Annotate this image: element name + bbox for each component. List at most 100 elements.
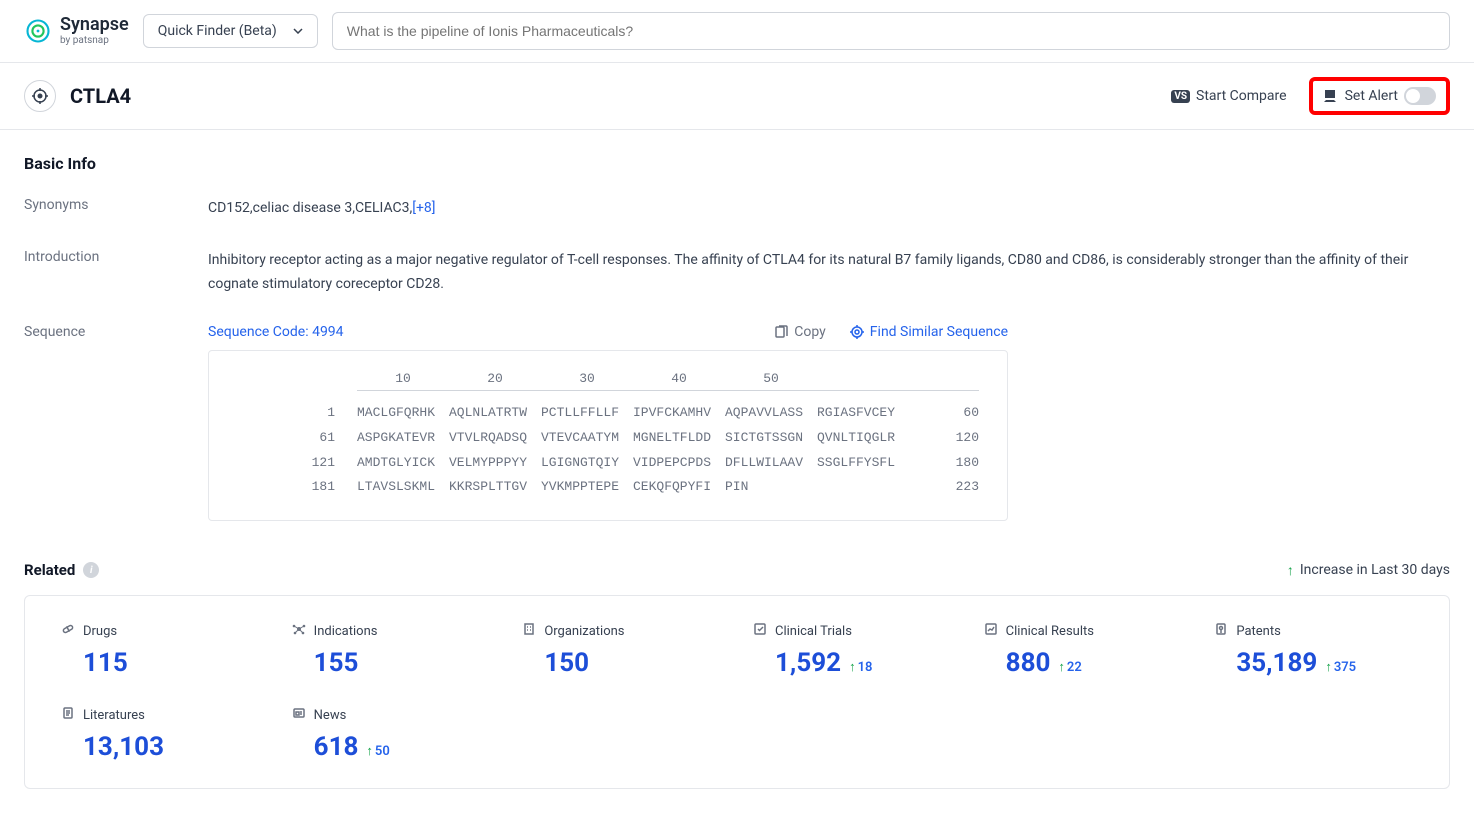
ruler-tick: 10: [357, 371, 449, 386]
up-arrow-icon: ↑: [1325, 659, 1332, 675]
stat-head: News: [292, 706, 491, 724]
start-compare-button[interactable]: VS Start Compare: [1171, 88, 1286, 104]
stat-head: Drugs: [61, 622, 260, 640]
seq-block: VTEVCAATYM: [541, 426, 633, 451]
synapse-logo-icon: [24, 17, 52, 45]
seq-block: YVKMPPTEPE: [541, 475, 633, 500]
find-similar-button[interactable]: Find Similar Sequence: [850, 324, 1008, 340]
synonyms-label: Synonyms: [24, 197, 208, 221]
ruler-tick: 20: [449, 371, 541, 386]
stat-delta: ↑ 375: [1325, 659, 1356, 675]
stat-head: Indications: [292, 622, 491, 640]
stat-label: Clinical Results: [1006, 624, 1094, 639]
stat-label: Clinical Trials: [775, 624, 852, 639]
quick-finder-dropdown[interactable]: Quick Finder (Beta): [143, 14, 318, 48]
news-icon: [292, 706, 306, 724]
up-arrow-icon: ↑: [849, 659, 856, 675]
sequence-label: Sequence: [24, 324, 208, 521]
stat-label: Indications: [314, 624, 378, 639]
stat-body: 13,103: [61, 732, 260, 762]
seq-block: KKRSPLTTGV: [449, 475, 541, 500]
stat-delta: ↑ 18: [849, 659, 872, 675]
stat-value: 618: [314, 732, 359, 762]
stat-organizations[interactable]: Organizations 150: [506, 622, 737, 678]
vs-icon: VS: [1171, 90, 1190, 103]
stat-body: 150: [522, 648, 721, 678]
delta-value: 18: [858, 660, 873, 675]
ruler-tick: 30: [541, 371, 633, 386]
seq-start: 121: [237, 451, 357, 476]
ruler-tick: 50: [725, 371, 817, 386]
indications-icon: [292, 622, 306, 640]
stat-value: 880: [1006, 648, 1051, 678]
stat-head: Clinical Results: [984, 622, 1183, 640]
ruler-tick: 40: [633, 371, 725, 386]
alert-icon: [1323, 88, 1339, 104]
seq-blocks: ASPGKATEVRVTVLRQADSQVTEVCAATYMMGNELTFLDD…: [357, 426, 929, 451]
stat-body: 618↑ 50: [292, 732, 491, 762]
delta-value: 22: [1067, 660, 1082, 675]
increase-label: Increase in Last 30 days: [1300, 562, 1450, 578]
stat-value: 115: [83, 648, 128, 678]
seq-block: AQPAVVLASS: [725, 401, 817, 426]
seq-start: 181: [237, 475, 357, 500]
seq-block: QVNLTIQGLR: [817, 426, 909, 451]
seq-block: VELMYPPPYY: [449, 451, 541, 476]
seq-block: IPVFCKAMHV: [633, 401, 725, 426]
seq-block: PCTLLFFLLF: [541, 401, 633, 426]
stat-clinical-trials[interactable]: Clinical Trials1,592↑ 18: [737, 622, 968, 678]
seq-block: VIDPEPCPDS: [633, 451, 725, 476]
seq-block: AQLNLATRTW: [449, 401, 541, 426]
copy-button[interactable]: Copy: [774, 324, 826, 340]
seq-block: MACLGFQRHK: [357, 401, 449, 426]
intro-text: Inhibitory receptor acting as a major ne…: [208, 249, 1450, 297]
stats-card: Drugs 115 Indications 155 Organizations 150 Cl…: [24, 595, 1450, 789]
synonyms-more-link[interactable]: [+8]: [412, 200, 435, 216]
stat-value: 155: [314, 648, 359, 678]
stat-indications[interactable]: Indications 155: [276, 622, 507, 678]
stat-patents[interactable]: Patents 35,189 ↑ 375: [1198, 622, 1429, 678]
seq-block: LTAVSLSKML: [357, 475, 449, 500]
find-label: Find Similar Sequence: [870, 324, 1008, 340]
set-alert-button[interactable]: Set Alert: [1323, 87, 1436, 105]
sequence-box: 1020304050 1MACLGFQRHKAQLNLATRTWPCTLLFFL…: [208, 350, 1008, 521]
copy-label: Copy: [794, 324, 826, 340]
quick-finder-label: Quick Finder (Beta): [158, 23, 277, 39]
stat-clinical-results[interactable]: Clinical Results 880 ↑ 22: [968, 622, 1199, 678]
stat-delta: ↑ 22: [1058, 659, 1081, 675]
search-input[interactable]: [332, 12, 1450, 50]
alert-label: Set Alert: [1345, 88, 1398, 104]
entity-header: CTLA4 VS Start Compare Set Alert: [0, 63, 1474, 130]
copy-icon: [774, 325, 788, 339]
stat-label: Patents: [1236, 624, 1281, 639]
stat-head: Literatures: [61, 706, 260, 724]
seq-block: SICTGTSSGN: [725, 426, 817, 451]
brand-name: Synapse: [60, 16, 129, 34]
organizations-icon: [522, 622, 536, 640]
target-icon: [24, 80, 56, 112]
alert-toggle[interactable]: [1404, 87, 1436, 105]
stat-drugs[interactable]: Drugs 115: [45, 622, 276, 678]
stat-label: News: [314, 708, 347, 723]
sequence-row: 1MACLGFQRHKAQLNLATRTWPCTLLFFLLFIPVFCKAMH…: [237, 401, 979, 426]
clinical-results-icon: [984, 622, 998, 640]
chevron-down-icon: [293, 28, 303, 34]
sequence-row: 181LTAVSLSKMLKKRSPLTTGVYVKMPPTEPECEKQFQP…: [237, 475, 979, 500]
synonyms-text: CD152,celiac disease 3,CELIAC3,: [208, 200, 412, 216]
stat-news[interactable]: News 618↑ 50: [276, 706, 507, 762]
up-arrow-icon: ↑: [1287, 562, 1294, 579]
seq-start: 1: [237, 401, 357, 426]
info-icon[interactable]: i: [83, 562, 99, 578]
patents-icon: [1214, 622, 1228, 640]
logo[interactable]: Synapse by patsnap: [24, 16, 129, 46]
basic-info-title: Basic Info: [24, 154, 1450, 173]
stat-head: Organizations: [522, 622, 721, 640]
stat-value: 13,103: [83, 732, 164, 762]
stat-literatures[interactable]: Literatures 13,103: [45, 706, 276, 762]
stat-value: 35,189: [1236, 648, 1317, 678]
stat-body: 35,189 ↑ 375: [1214, 648, 1413, 678]
sequence-code-link[interactable]: Sequence Code: 4994: [208, 324, 344, 340]
stat-head: Clinical Trials: [753, 622, 952, 640]
top-bar: Synapse by patsnap Quick Finder (Beta): [0, 0, 1474, 63]
stat-body: 155: [292, 648, 491, 678]
